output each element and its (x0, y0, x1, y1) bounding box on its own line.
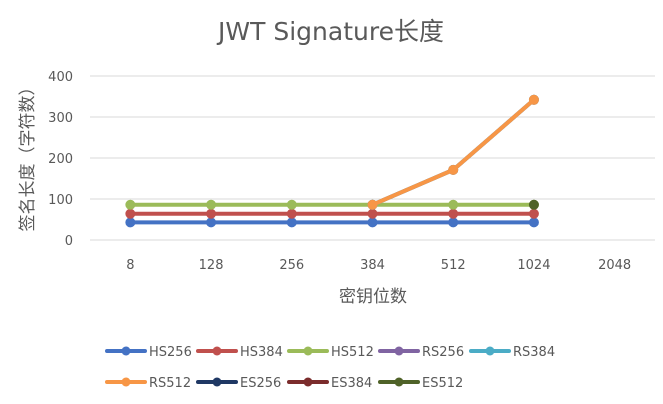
x-tick-label: 8 (126, 258, 134, 273)
data-point (286, 217, 297, 228)
x-axis-title: 密钥位数 (339, 287, 407, 307)
data-point (448, 208, 459, 219)
legend: HS256 HS384 HS512 RS256 RS384 RS512 ES256 ES384… (105, 345, 555, 391)
legend-label: HS256 (149, 345, 192, 360)
x-tick-label: 2048 (598, 258, 631, 273)
data-point (528, 208, 539, 219)
axis-ticks: 0 100 200 300 400 8 128 256 384 512 1024 2048 (48, 70, 631, 273)
series-es512 (528, 199, 539, 210)
legend-label: HS384 (240, 345, 283, 360)
x-tick-label: 512 (441, 258, 466, 273)
legend-label: ES512 (422, 376, 463, 391)
data-point (367, 217, 378, 228)
legend-label: RS256 (422, 345, 464, 360)
legend-swatch-marker (303, 346, 313, 356)
legend-label: ES256 (240, 376, 281, 391)
legend-swatch-marker (121, 377, 131, 387)
legend-swatch-marker (212, 346, 222, 356)
data-point (448, 164, 459, 175)
y-tick-label: 100 (48, 193, 73, 208)
legend-swatch-marker (485, 346, 495, 356)
series-line (370, 97, 536, 207)
data-point (206, 208, 217, 219)
series-hs512 (125, 199, 539, 210)
legend-item-hs256: HS256 (105, 345, 192, 360)
legend-item-rs384: RS384 (469, 345, 555, 360)
data-point (286, 199, 297, 210)
legend-label: ES384 (331, 376, 372, 391)
legend-label: HS512 (331, 345, 374, 360)
series-hs256 (125, 217, 539, 228)
y-axis-title: 签名长度（字符数） (18, 79, 38, 232)
x-tick-label: 128 (199, 258, 224, 273)
legend-swatch-marker (212, 377, 222, 387)
x-tick-label: 1024 (517, 258, 550, 273)
x-tick-label: 384 (360, 258, 385, 273)
legend-item-rs256: RS256 (378, 345, 464, 360)
data-point (367, 199, 378, 210)
data-point (286, 208, 297, 219)
legend-label: RS384 (513, 345, 555, 360)
data-point (528, 199, 539, 210)
data-point (448, 199, 459, 210)
y-tick-label: 300 (48, 111, 73, 126)
data-point (528, 94, 539, 105)
y-tick-label: 200 (48, 152, 73, 167)
series-line (370, 97, 536, 207)
series-hs384 (125, 208, 539, 219)
x-tick-label: 256 (279, 258, 304, 273)
series-line (370, 97, 536, 207)
y-tick-label: 0 (65, 234, 73, 249)
legend-item-hs512: HS512 (287, 345, 374, 360)
series-rs256 (367, 94, 539, 210)
legend-item-es256: ES256 (196, 376, 281, 391)
legend-label: RS512 (149, 376, 191, 391)
legend-swatch-marker (121, 346, 131, 356)
data-point (125, 217, 136, 228)
data-point (125, 199, 136, 210)
series-rs384 (367, 94, 539, 210)
legend-item-es384: ES384 (287, 376, 372, 391)
series-group (125, 94, 539, 228)
data-point (206, 199, 217, 210)
legend-item-rs512: RS512 (105, 376, 191, 391)
legend-swatch-marker (394, 377, 404, 387)
series-rs512 (367, 94, 539, 210)
legend-item-es512: ES512 (378, 376, 463, 391)
data-point (528, 217, 539, 228)
y-tick-label: 400 (48, 70, 73, 85)
data-point (125, 208, 136, 219)
legend-swatch-marker (394, 346, 404, 356)
data-point (367, 208, 378, 219)
chart-title: JWT Signature长度 (216, 17, 444, 46)
data-point (206, 217, 217, 228)
legend-item-hs384: HS384 (196, 345, 283, 360)
data-point (448, 217, 459, 228)
legend-swatch-marker (303, 377, 313, 387)
gridlines (90, 75, 655, 241)
